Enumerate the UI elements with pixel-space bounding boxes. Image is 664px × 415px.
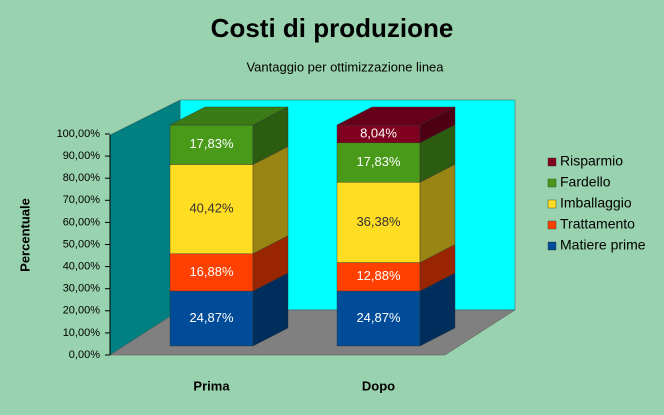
chart-subtitle: Vantaggio per ottimizzazione linea xyxy=(246,59,444,74)
y-tick-label: 40,00% xyxy=(63,261,101,273)
y-axis-label: Percentuale xyxy=(17,198,32,272)
bar-side xyxy=(252,146,289,255)
y-tick-label: 50,00% xyxy=(63,238,101,250)
bar-segment xyxy=(169,290,254,347)
x-tick-label: Dopo xyxy=(362,378,395,393)
bar-segment xyxy=(169,164,254,254)
y-tick-label: 60,00% xyxy=(63,216,101,228)
value-label: 17,83% xyxy=(189,136,234,151)
bar-segment xyxy=(169,124,254,165)
legend-swatch xyxy=(547,199,557,209)
legend-label: Fardello xyxy=(560,174,611,190)
bar-top xyxy=(336,106,456,126)
value-label: 12,88% xyxy=(356,268,401,283)
y-tick-label: 70,00% xyxy=(63,194,101,206)
chart-title: Costi di produzione xyxy=(211,13,454,43)
value-label: 36,38% xyxy=(356,214,401,229)
legend-swatch xyxy=(547,241,557,251)
bar-segment xyxy=(169,253,254,292)
value-label: 16,88% xyxy=(189,264,234,279)
legend-label: Imballaggio xyxy=(560,195,632,211)
value-label: 17,83% xyxy=(356,154,401,169)
legend-swatch xyxy=(547,178,557,188)
y-tick-label: 100,00% xyxy=(57,128,101,140)
bar-segment xyxy=(336,262,421,292)
y-tick-label: 90,00% xyxy=(63,150,101,162)
legend-label: Matiere prime xyxy=(560,237,646,253)
legend-swatch xyxy=(547,157,557,167)
legend-label: Risparmio xyxy=(560,153,623,169)
x-tick-label: Prima xyxy=(193,378,230,393)
y-tick-label: 20,00% xyxy=(63,305,101,317)
legend-label: Trattamento xyxy=(560,216,635,232)
y-tick-label: 10,00% xyxy=(63,327,101,339)
bar-segment xyxy=(336,290,421,347)
value-label: 40,42% xyxy=(189,201,234,216)
value-label: 24,87% xyxy=(356,310,401,325)
bar-segment xyxy=(336,142,421,183)
y-tick-label: 0,00% xyxy=(69,349,100,361)
bar-top xyxy=(169,106,289,126)
y-tick-label: 80,00% xyxy=(63,172,101,184)
value-label: 24,87% xyxy=(189,310,234,325)
legend-swatch xyxy=(547,220,557,230)
bar-segment xyxy=(336,181,421,263)
y-tick-label: 30,00% xyxy=(63,283,101,295)
value-label: 8,04% xyxy=(360,125,397,140)
